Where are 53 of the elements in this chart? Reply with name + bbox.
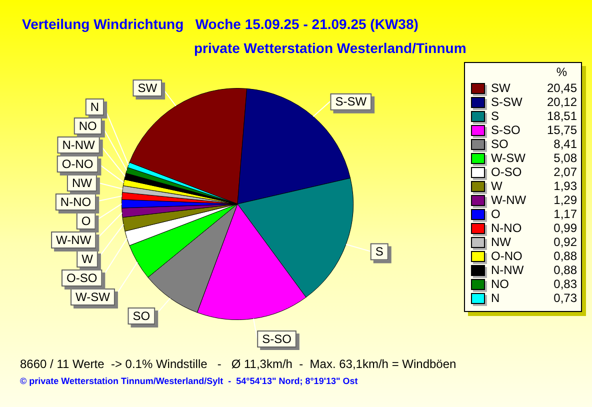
legend-label: SW bbox=[491, 81, 512, 95]
chart-title: Verteilung Windrichtung Woche 15.09.25 - 21.09.25 (KW38) bbox=[22, 16, 418, 32]
text: 8660 / 11 Werte -> 0.1% Windstille - Ø 11,3km/h - Max. 63,1km/h = Windböen bbox=[20, 357, 456, 371]
slice-label: NO bbox=[78, 118, 97, 133]
slice-label: SW bbox=[138, 80, 158, 95]
slice-label: S-SO bbox=[262, 332, 292, 346]
slice-label: W bbox=[82, 252, 94, 266]
data-label: 5,08 bbox=[554, 151, 577, 165]
legend-label: N bbox=[491, 291, 501, 305]
legend-title: % bbox=[555, 65, 568, 81]
data-label: 0,99 bbox=[554, 221, 577, 235]
slice-label: S bbox=[375, 244, 384, 259]
legend-label: W bbox=[491, 179, 504, 193]
legend-label: O bbox=[491, 207, 502, 221]
legend-label: W-SW bbox=[491, 151, 526, 165]
slice-label: SO bbox=[132, 308, 150, 323]
slice-label: S-SW bbox=[335, 94, 368, 109]
data-label: 0,92 bbox=[554, 235, 577, 249]
slice-label: O bbox=[81, 214, 91, 228]
data-label: 15,75 bbox=[546, 123, 577, 137]
data-label: 1,93 bbox=[554, 179, 577, 193]
legend-label: NO bbox=[491, 277, 510, 291]
data-label: 20,45 bbox=[546, 81, 577, 95]
slice-label: O-NO bbox=[62, 156, 94, 171]
data-label: 20,12 bbox=[546, 95, 577, 109]
legend-label: S-SW bbox=[491, 95, 524, 109]
data-label: 18,51 bbox=[546, 109, 577, 123]
slice-label: W-SW bbox=[76, 290, 111, 304]
slice-label: N-NO bbox=[60, 194, 92, 209]
slice-label: W-NW bbox=[56, 232, 92, 247]
legend-label: S bbox=[491, 109, 500, 123]
text: © private Wetterstation Tinnum/Westerland/Sylt - 54°54'13" Nord; 8°19'13" Ost bbox=[20, 376, 358, 386]
data-label: 1,29 bbox=[554, 193, 577, 207]
slice-label: O-SO bbox=[66, 270, 98, 285]
slice-label: NW bbox=[72, 176, 93, 190]
legend-label: S-SO bbox=[491, 123, 522, 137]
legend-label: W-NW bbox=[491, 193, 528, 207]
data-label: 8,41 bbox=[554, 137, 577, 151]
data-label: 0,73 bbox=[554, 291, 577, 305]
legend-label: N-NW bbox=[491, 263, 525, 277]
data-label: 2,07 bbox=[554, 165, 577, 179]
legend-label: SO bbox=[491, 137, 510, 151]
slice-label: N bbox=[90, 100, 100, 114]
legend-label: O-NO bbox=[491, 249, 524, 263]
legend-label: O-SO bbox=[491, 165, 523, 179]
data-label: 0,88 bbox=[554, 249, 577, 263]
chart-subtitle: private Wetterstation Westerland/Tinnum bbox=[194, 40, 466, 56]
data-label: 0,88 bbox=[554, 263, 577, 277]
legend-label: NW bbox=[491, 235, 512, 249]
slice-label: N-NW bbox=[62, 138, 96, 152]
data-label: 0,83 bbox=[554, 277, 577, 291]
data-label: 1,17 bbox=[554, 207, 577, 221]
legend-label: N-NO bbox=[491, 221, 523, 235]
